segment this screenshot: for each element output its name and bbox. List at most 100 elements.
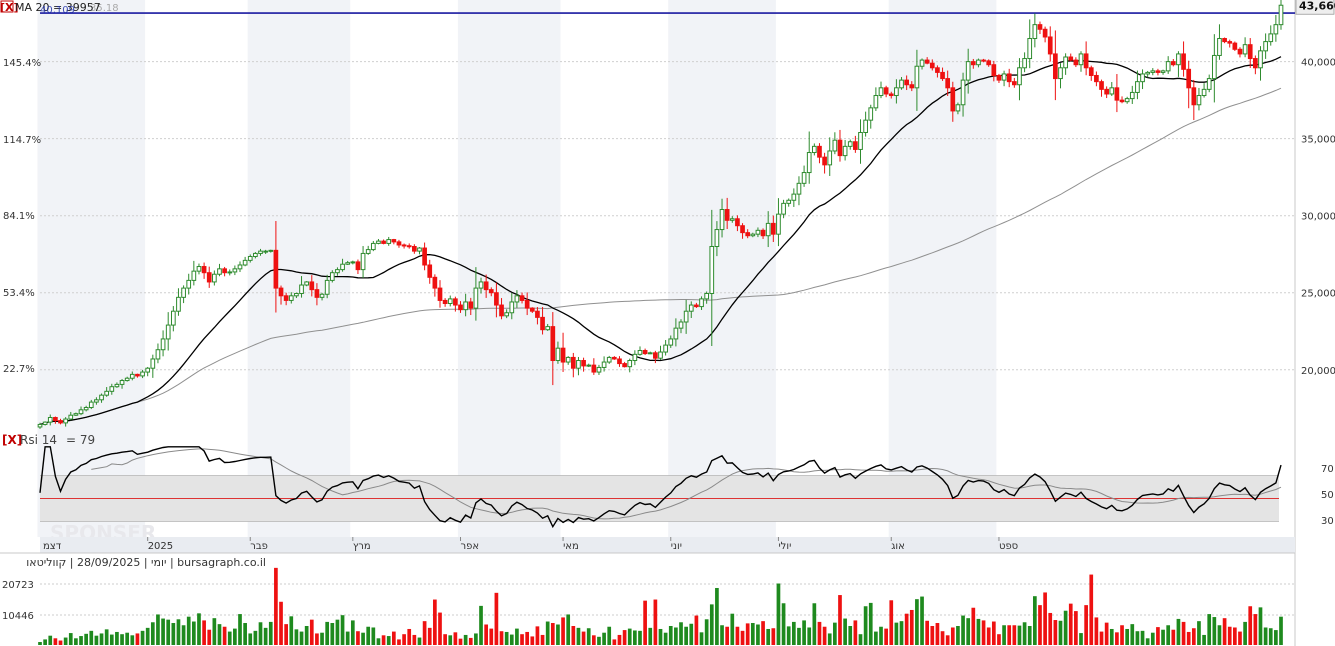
candle bbox=[991, 60, 997, 82]
candle bbox=[88, 399, 94, 410]
ma-long-line bbox=[39, 87, 1282, 425]
volume-bar bbox=[417, 637, 422, 645]
candle bbox=[1088, 65, 1094, 81]
candle-body bbox=[1047, 36, 1053, 55]
candle bbox=[391, 238, 397, 245]
candle bbox=[647, 351, 653, 355]
candle-body bbox=[370, 242, 376, 251]
volume-bar bbox=[125, 632, 130, 645]
candle bbox=[863, 111, 868, 137]
volume-bar bbox=[1186, 631, 1191, 645]
candle bbox=[478, 277, 484, 294]
volume-bar bbox=[812, 603, 817, 645]
candle-body bbox=[663, 344, 668, 353]
candle-body bbox=[873, 95, 879, 109]
candle bbox=[960, 72, 966, 117]
candle-body bbox=[1017, 67, 1022, 86]
candle bbox=[176, 288, 181, 316]
candle bbox=[1017, 58, 1022, 101]
candle-body bbox=[1150, 70, 1156, 73]
volume-bar bbox=[1279, 616, 1283, 645]
volume-bar bbox=[243, 623, 247, 645]
candle-body bbox=[94, 399, 99, 403]
candle-body bbox=[1232, 42, 1238, 50]
candle-body bbox=[427, 264, 433, 278]
volume-bar bbox=[509, 634, 514, 645]
month-labels: דצמ 2025 פבר מרץ אפר מאי יוני יולי אוג ספט bbox=[43, 537, 1018, 552]
candle-body bbox=[632, 353, 638, 362]
candle bbox=[1124, 96, 1130, 104]
volume-bar bbox=[202, 620, 206, 645]
candle bbox=[565, 356, 571, 365]
candle-body bbox=[914, 65, 920, 89]
candle bbox=[258, 248, 263, 256]
candle bbox=[1191, 79, 1197, 121]
candle bbox=[376, 238, 381, 245]
candle bbox=[155, 343, 161, 364]
candle-body bbox=[412, 246, 417, 252]
candle-body bbox=[294, 292, 299, 297]
volume-bar bbox=[853, 620, 858, 645]
candle-body bbox=[135, 373, 140, 377]
ma-faded-text: 35.18 bbox=[90, 3, 119, 14]
volume-bar bbox=[586, 628, 591, 645]
candle bbox=[765, 211, 771, 248]
candle bbox=[591, 358, 597, 375]
candle bbox=[468, 297, 474, 316]
candle bbox=[1222, 37, 1227, 44]
candle-body bbox=[83, 406, 89, 411]
candle bbox=[945, 70, 951, 97]
volume-bar bbox=[602, 632, 606, 645]
candle-body bbox=[442, 299, 448, 305]
volume-bar bbox=[1274, 630, 1278, 645]
volume-bar bbox=[1202, 634, 1206, 645]
volume-bar bbox=[858, 634, 863, 645]
volume-bar bbox=[838, 595, 842, 645]
rsi-label: Rsi 14 bbox=[20, 433, 57, 447]
volume-bar bbox=[1043, 592, 1047, 645]
volume-bar bbox=[274, 567, 278, 645]
volume-bar bbox=[433, 599, 437, 645]
candle-body bbox=[140, 371, 145, 377]
candle bbox=[1165, 56, 1171, 74]
candle bbox=[714, 221, 720, 257]
candle-body bbox=[299, 284, 304, 294]
candle bbox=[1170, 58, 1176, 67]
volume-bar bbox=[197, 613, 201, 645]
candle bbox=[545, 323, 551, 331]
candle-body bbox=[688, 304, 694, 312]
volume-bar bbox=[961, 615, 965, 645]
candle-body bbox=[73, 413, 79, 416]
candle bbox=[1037, 21, 1043, 35]
candle bbox=[247, 254, 253, 263]
right-tick-2: 30,000 bbox=[1301, 212, 1335, 223]
candle-body bbox=[160, 338, 166, 351]
candle bbox=[811, 143, 817, 156]
volume-bar bbox=[79, 636, 83, 645]
volume-bar bbox=[407, 628, 412, 645]
volume-bar bbox=[361, 632, 365, 645]
volume-bar bbox=[889, 600, 894, 645]
volume-bar bbox=[289, 616, 294, 645]
candle-body bbox=[668, 338, 674, 346]
price-gridlines bbox=[40, 61, 1295, 371]
volume-bar bbox=[43, 639, 47, 645]
candle-body bbox=[263, 250, 268, 253]
candle-body bbox=[376, 240, 381, 244]
candle-body bbox=[37, 423, 43, 428]
candle bbox=[1217, 24, 1222, 60]
volume-bar bbox=[556, 624, 560, 645]
volume-bar bbox=[166, 619, 171, 645]
rsi-line bbox=[39, 446, 1282, 529]
right-tick-1: 35,000 bbox=[1301, 135, 1335, 146]
volume-bar bbox=[807, 627, 812, 645]
candle-body bbox=[1042, 28, 1048, 38]
candle-body bbox=[1114, 87, 1120, 101]
candle-body bbox=[1217, 38, 1222, 56]
candle bbox=[1206, 74, 1212, 93]
candle bbox=[386, 236, 392, 246]
candle bbox=[335, 267, 340, 276]
candle-body bbox=[1078, 53, 1084, 66]
candle bbox=[145, 366, 151, 377]
candle-body bbox=[540, 316, 545, 331]
